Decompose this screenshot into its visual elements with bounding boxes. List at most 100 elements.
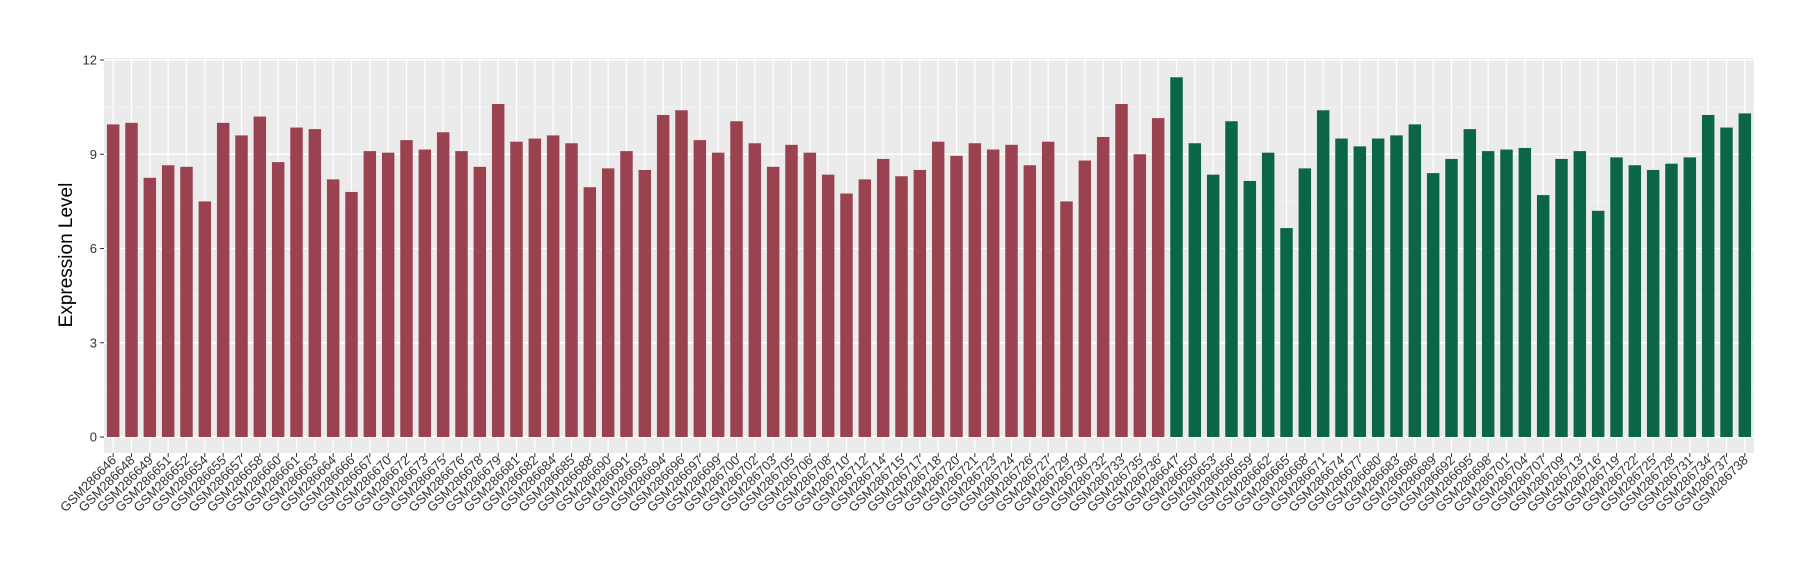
bar	[1408, 124, 1422, 437]
bar	[400, 140, 413, 438]
bar	[1500, 149, 1513, 437]
bar	[785, 144, 798, 437]
bar	[1481, 151, 1495, 437]
bar	[363, 151, 377, 437]
bar	[913, 169, 927, 438]
bar	[1536, 195, 1550, 437]
bar	[821, 174, 835, 437]
y-tick-label: 9	[90, 147, 97, 162]
bar	[180, 166, 193, 438]
bar	[455, 151, 468, 437]
bar	[326, 179, 340, 437]
bar	[1096, 136, 1110, 438]
bar	[1151, 118, 1165, 437]
bar	[546, 135, 560, 437]
bar	[748, 143, 762, 438]
bar	[840, 193, 853, 437]
bar	[381, 152, 395, 437]
bar	[1115, 103, 1128, 437]
y-axis: 0 3 6 9 12	[83, 53, 104, 445]
bar	[1646, 169, 1660, 438]
bar	[271, 162, 285, 437]
bar	[1316, 110, 1330, 438]
bar	[1463, 129, 1477, 437]
bar	[583, 187, 597, 437]
bar	[1720, 127, 1733, 437]
bar	[1280, 228, 1293, 437]
bar	[1555, 158, 1568, 437]
plot-panel	[104, 58, 1754, 453]
bar	[1225, 121, 1238, 437]
bar	[125, 122, 138, 437]
bar	[968, 143, 982, 438]
bar	[1426, 173, 1440, 437]
bar	[1188, 143, 1202, 438]
bar	[730, 121, 743, 437]
bar	[858, 179, 872, 437]
bar	[601, 168, 615, 437]
bar	[253, 116, 267, 438]
bar	[656, 114, 670, 438]
bar	[491, 103, 505, 437]
bar	[1591, 210, 1605, 437]
bar	[161, 165, 175, 437]
bar	[473, 166, 487, 438]
bar	[1573, 151, 1587, 437]
bar	[986, 149, 1000, 437]
bar	[1078, 160, 1092, 438]
bar	[1335, 138, 1348, 437]
bar	[510, 141, 523, 437]
bar	[418, 149, 432, 437]
bar	[1371, 138, 1385, 437]
bar	[620, 151, 633, 437]
bar	[1133, 154, 1147, 437]
bar	[436, 132, 450, 437]
grid-minor	[104, 106, 1754, 391]
bar	[950, 155, 963, 437]
bar	[1628, 165, 1642, 437]
bar	[1518, 147, 1532, 437]
bar	[675, 110, 688, 438]
bars-group	[106, 77, 1752, 438]
y-axis-title: Expression Level	[56, 183, 77, 328]
bar	[1445, 158, 1458, 437]
bar	[766, 166, 780, 438]
bar	[1683, 157, 1697, 437]
bar	[803, 152, 817, 437]
bar	[1060, 201, 1073, 437]
bar	[216, 122, 230, 437]
bar	[1023, 165, 1037, 437]
x-axis: GSM286646GSM286648GSM286649GSM286651GSM2…	[57, 453, 1751, 515]
bar	[1005, 144, 1018, 437]
bar	[895, 176, 908, 437]
bar	[1738, 113, 1752, 438]
bar	[1041, 141, 1055, 437]
bar	[1610, 157, 1623, 437]
bar	[290, 127, 303, 437]
bar	[1243, 180, 1257, 437]
bar	[1261, 152, 1275, 437]
bar	[1390, 135, 1403, 437]
bar	[565, 143, 578, 438]
bar	[528, 138, 542, 437]
y-tick-label: 0	[90, 430, 97, 445]
bar	[1298, 168, 1312, 437]
y-tick-label: 3	[90, 335, 97, 350]
bar	[693, 140, 707, 438]
bar	[876, 158, 890, 437]
bar	[638, 169, 652, 438]
bar	[235, 135, 248, 437]
bar	[1353, 146, 1367, 438]
bar	[1206, 174, 1220, 437]
bar	[143, 177, 157, 437]
bar	[711, 152, 725, 437]
y-tick-label: 12	[83, 53, 97, 68]
bar	[1665, 163, 1678, 438]
bar	[1701, 114, 1715, 438]
bar	[345, 191, 358, 437]
bar	[931, 141, 945, 437]
bar	[308, 129, 322, 437]
bar	[106, 124, 120, 437]
bar	[198, 201, 212, 437]
